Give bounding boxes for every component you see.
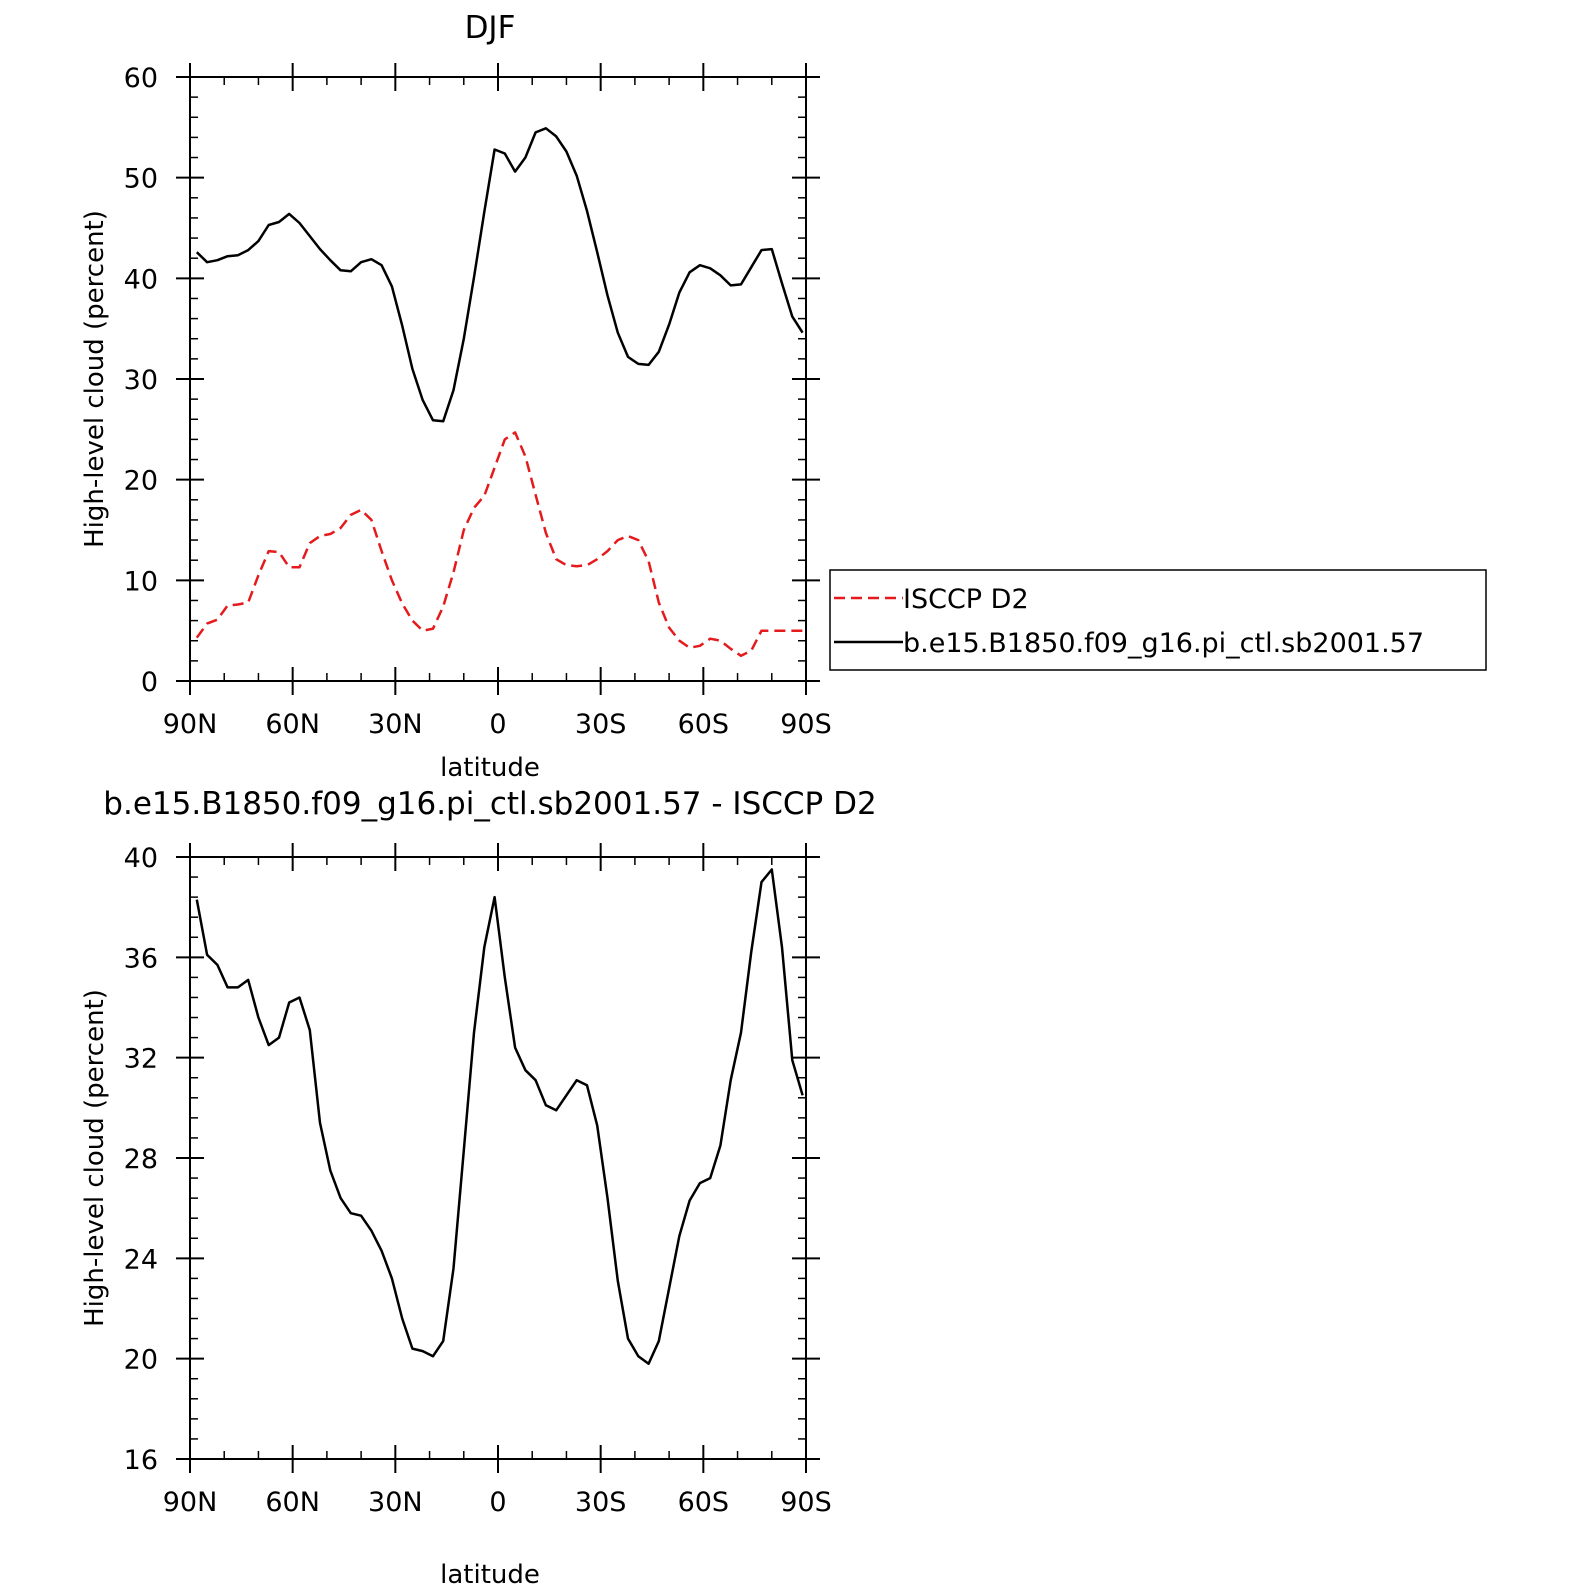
y-tick-label: 30 [124, 365, 158, 396]
top-panel-title: DJF [465, 10, 516, 46]
bottom-panel-title: b.e15.B1850.f09_g16.pi_ctl.sb2001.57 - I… [103, 786, 876, 822]
top-y-tick-labels: 0 10 20 30 40 50 60 [124, 63, 158, 698]
bottom-x-axis-title: latitude [440, 1560, 540, 1590]
y-tick-label: 40 [124, 264, 158, 295]
bottom-y-tick-labels: 16 20 24 28 32 36 40 [124, 843, 158, 1476]
y-tick-label: 50 [124, 164, 158, 195]
top-x-axis-title: latitude [440, 753, 540, 783]
x-tick-label: 60S [678, 1487, 730, 1518]
bottom-panel: b.e15.B1850.f09_g16.pi_ctl.sb2001.57 - I… [80, 786, 877, 1590]
bottom-x-tick-labels: 90N 60N 30N 0 30S 60S 90S [163, 1487, 832, 1518]
y-tick-label: 16 [124, 1445, 158, 1476]
y-tick-label: 36 [124, 943, 158, 974]
bottom-y-axis-title: High-level cloud (percent) [80, 989, 110, 1327]
x-tick-label: 30N [368, 1487, 423, 1518]
x-tick-label: 90N [163, 1487, 218, 1518]
bottom-tick-marks [176, 843, 820, 1473]
y-tick-label: 20 [124, 466, 158, 497]
y-tick-label: 10 [124, 566, 158, 597]
y-tick-label: 0 [141, 667, 158, 698]
difference-line [195, 868, 804, 1365]
x-tick-label: 60N [265, 1487, 320, 1518]
b-e15-b1850-f09-g16-pi-ctl-sb2001-57-line [195, 127, 804, 423]
x-tick-label: 90S [780, 709, 832, 740]
top-plot-frame [189, 76, 807, 682]
x-tick-label: 90S [780, 1487, 832, 1518]
y-tick-label: 60 [124, 63, 158, 94]
x-tick-label: 30S [575, 1487, 627, 1518]
legend: ISCCP D2 b.e15.B1850.f09_g16.pi_ctl.sb20… [829, 569, 1487, 671]
x-tick-label: 60N [265, 709, 320, 740]
x-tick-label: 30N [368, 709, 423, 740]
y-tick-label: 32 [124, 1044, 158, 1075]
legend-box [829, 569, 1487, 671]
y-tick-label: 24 [124, 1244, 158, 1275]
isccp-d2-line [195, 431, 803, 658]
y-tick-label: 20 [124, 1345, 158, 1376]
x-tick-label: 30S [575, 709, 627, 740]
x-tick-label: 0 [489, 1487, 506, 1518]
x-tick-label: 90N [163, 709, 218, 740]
legend-label-isccp: ISCCP D2 [903, 584, 1029, 615]
bottom-plot-frame [189, 856, 807, 1460]
top-y-axis-title: High-level cloud (percent) [80, 210, 110, 548]
top-panel: DJF 0 10 20 30 40 50 60 90N 60N 30N 0 30S 60S 90S la… [80, 10, 832, 783]
y-tick-label: 28 [124, 1144, 158, 1175]
top-x-tick-labels: 90N 60N 30N 0 30S 60S 90S [163, 709, 832, 740]
x-tick-label: 0 [489, 709, 506, 740]
y-tick-label: 40 [124, 843, 158, 874]
top-series-group [195, 127, 804, 658]
top-tick-marks [176, 63, 820, 695]
legend-label-model: b.e15.B1850.f09_g16.pi_ctl.sb2001.57 [903, 628, 1424, 659]
bottom-series-group [195, 868, 804, 1365]
x-tick-label: 60S [678, 709, 730, 740]
